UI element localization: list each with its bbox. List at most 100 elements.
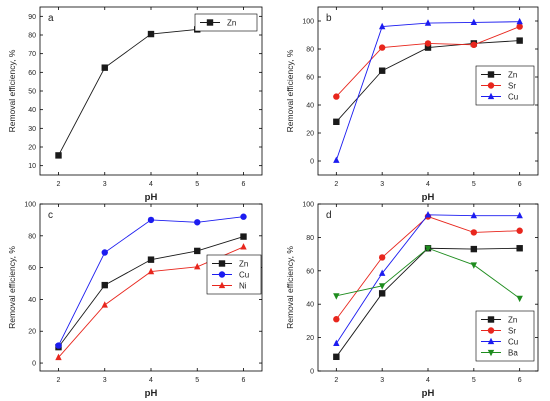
legend-label-sr: Sr	[508, 82, 516, 91]
data-point-sr	[516, 227, 523, 234]
x-tick-label: 4	[149, 377, 153, 384]
data-point-cu	[470, 211, 478, 219]
data-point-cu	[424, 19, 432, 26]
data-point-ba	[470, 262, 478, 269]
data-point-ni	[147, 267, 155, 275]
panel-c: c 0 20 40 60 80 100 2 3 4 5 6 pH Removal efficiency, …	[7, 202, 263, 399]
y-tick-label: 100	[302, 202, 314, 209]
data-point-cu	[378, 22, 386, 30]
data-point-zn	[516, 245, 523, 252]
data-point-cu	[194, 219, 201, 226]
y-tick-label: 40	[306, 103, 314, 110]
x-tick-label: 4	[149, 181, 153, 188]
data-point-sr	[378, 44, 386, 51]
y-tick-label: 0	[310, 369, 314, 376]
data-point-zn	[378, 290, 386, 297]
data-point-zn	[378, 67, 386, 74]
data-point-cu	[101, 249, 108, 256]
series-line-zn	[58, 22, 244, 156]
x-tick-label: 6	[242, 377, 246, 384]
legend-label-zn: Zn	[508, 316, 517, 325]
legend-label-sr: Sr	[508, 327, 516, 336]
data-point-cu	[378, 269, 386, 276]
legend-label-zn: Zn	[239, 260, 248, 269]
data-point-cu	[516, 17, 523, 25]
data-point-cu	[424, 211, 432, 218]
y-axis-title: Removal efficiency, %	[7, 49, 17, 132]
data-point-zn	[516, 37, 523, 44]
data-point-sr	[470, 229, 478, 236]
legend-marker	[218, 260, 226, 267]
y-tick-label: 50	[28, 89, 36, 96]
legend-label-zn: Zn	[227, 19, 236, 28]
x-tick-label: 2	[57, 377, 61, 384]
data-point-zn	[194, 247, 201, 255]
data-point-ni	[101, 301, 108, 308]
data-point-zn	[147, 256, 155, 263]
data-point-zn	[240, 233, 247, 240]
y-tick-label: 80	[306, 47, 314, 54]
y-tick-label: 0	[32, 361, 36, 368]
panel-d: d 0 20 40 60 80 100 2 3 4 5 6 pH Removal efficiency, …	[285, 202, 539, 399]
data-point-sr	[470, 41, 478, 48]
x-tick-label: 3	[380, 181, 384, 188]
data-point-cu	[333, 339, 340, 347]
legend-label-cu: Cu	[239, 271, 249, 280]
x-tick-label: 5	[472, 377, 476, 384]
data-point-cu	[333, 156, 340, 163]
x-axis-title: pH	[145, 192, 158, 203]
legend-label-cu: Cu	[508, 93, 518, 102]
data-point-cu	[55, 342, 62, 349]
x-axis-title: pH	[422, 388, 435, 399]
y-tick-label: 80	[28, 233, 36, 240]
data-point-ni	[55, 353, 62, 361]
legend-marker	[487, 337, 495, 345]
data-point-ba	[333, 293, 340, 300]
legend-box	[194, 13, 258, 32]
y-tick-label: 100	[302, 19, 314, 26]
x-tick-label: 5	[195, 377, 199, 384]
y-tick-label: 60	[306, 268, 314, 275]
y-tick-label: 90	[28, 14, 36, 21]
x-tick-label: 4	[426, 181, 430, 188]
y-tick-label: 20	[28, 145, 36, 152]
x-tick-label: 5	[472, 181, 476, 188]
data-point-cu	[470, 18, 478, 25]
data-point-cu	[516, 211, 523, 219]
y-axis-title: Removal efficiency, %	[285, 246, 295, 329]
panel-a: a 10 20 30 40 50 60 70 80 90 2 3 4 5 6 pH Removal effici…	[7, 6, 263, 203]
x-tick-label: 2	[57, 181, 61, 188]
data-point-sr	[333, 316, 340, 323]
data-point-sr	[516, 23, 523, 30]
legend-marker	[487, 82, 495, 89]
y-tick-label: 80	[28, 33, 36, 40]
data-point-sr	[378, 254, 386, 261]
panel-label: b	[326, 13, 332, 24]
y-tick-label: 100	[24, 202, 36, 209]
legend-marker	[487, 349, 495, 357]
data-point-ni	[194, 263, 201, 270]
x-tick-label: 3	[103, 181, 107, 188]
x-tick-label: 5	[195, 181, 199, 188]
x-tick-label: 6	[242, 181, 246, 188]
y-tick-label: 60	[28, 265, 36, 272]
panel-label: c	[48, 210, 53, 221]
x-tick-label: 6	[518, 377, 522, 384]
data-point-sr	[333, 93, 340, 100]
x-tick-label: 6	[518, 181, 522, 188]
y-tick-label: 30	[28, 126, 36, 133]
panel-label: d	[326, 210, 332, 221]
x-tick-label: 2	[334, 181, 338, 188]
y-tick-label: 20	[306, 335, 314, 342]
legend-label-zn: Zn	[508, 71, 517, 80]
data-point-zn	[470, 245, 478, 253]
y-tick-label: 40	[28, 297, 36, 304]
panel-label: a	[48, 13, 54, 24]
data-point-zn	[333, 118, 340, 125]
data-point-zn	[147, 30, 155, 38]
y-tick-label: 70	[28, 51, 36, 58]
y-axis-title: Removal efficiency, %	[7, 246, 17, 329]
data-point-zn	[55, 152, 62, 159]
data-point-cu	[240, 213, 247, 220]
